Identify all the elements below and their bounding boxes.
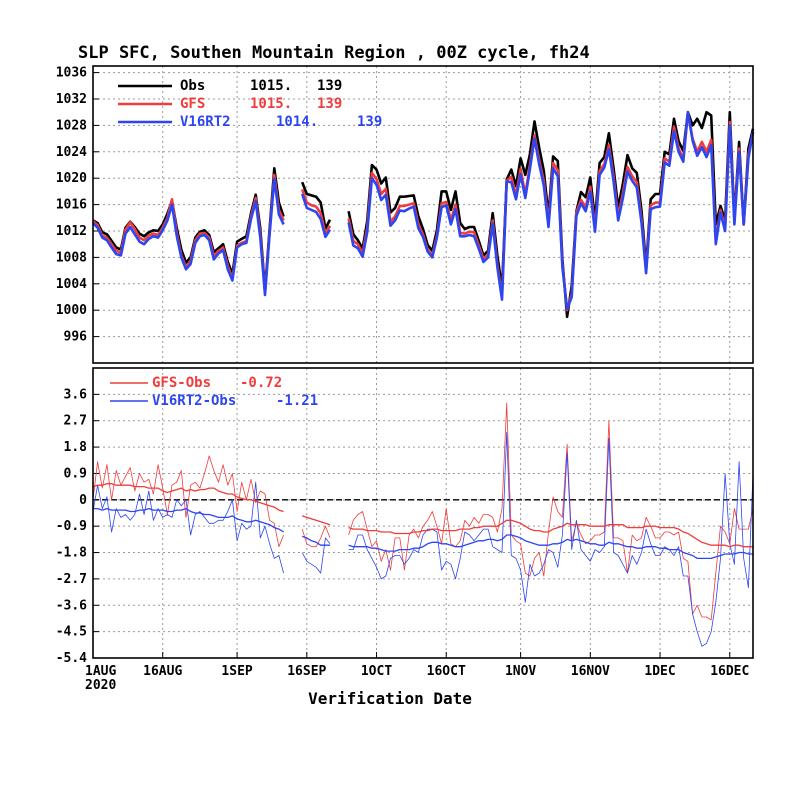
legend-name-v16rt2-obs: V16RT2-Obs bbox=[152, 393, 236, 409]
ytick-label-0-4: 1020 bbox=[56, 171, 87, 186]
chart-title: SLP SFC, Southen Mountain Region , 00Z c… bbox=[78, 43, 590, 63]
ytick-label-0-0: 1036 bbox=[56, 66, 87, 81]
series-line-gfs bbox=[92, 110, 755, 312]
xtick-label-9: 16DEC bbox=[710, 664, 749, 679]
legend-mean-v16rt2-obs: -1.21 bbox=[276, 393, 318, 409]
ytick-label-1-4: 0 bbox=[79, 493, 87, 508]
legend-count-gfs: 139 bbox=[317, 96, 342, 112]
ytick-label-1-2: 1.8 bbox=[64, 440, 88, 455]
ytick-label-1-5: -0.9 bbox=[56, 519, 87, 534]
ytick-label-1-3: 0.9 bbox=[64, 466, 87, 481]
ytick-label-1-7: -2.7 bbox=[56, 572, 87, 587]
xtick-label-6: 1NOV bbox=[505, 664, 536, 679]
ytick-label-1-0: 3.6 bbox=[64, 387, 88, 402]
xtick-label-1: 16AUG bbox=[143, 664, 182, 679]
plot-frame-1 bbox=[92, 367, 754, 659]
legend-count-v16rt2: 139 bbox=[357, 114, 382, 130]
ytick-label-0-10: 996 bbox=[64, 330, 88, 345]
xtick-label-0: 1AUG bbox=[85, 664, 116, 679]
ytick-label-1-10: -5.4 bbox=[56, 651, 87, 666]
legend-name-obs: Obs bbox=[180, 78, 205, 94]
legend-name-gfs: GFS bbox=[180, 96, 205, 112]
xtick-sublabel-0: 2020 bbox=[85, 678, 116, 693]
ytick-label-0-9: 1000 bbox=[56, 303, 87, 318]
ytick-label-1-9: -4.5 bbox=[56, 625, 87, 640]
legend-name-v16rt2: V16RT2 bbox=[180, 114, 231, 130]
series-line-gfs-obs-mean bbox=[92, 483, 753, 548]
ytick-label-0-3: 1024 bbox=[56, 145, 87, 160]
ytick-label-0-8: 1004 bbox=[56, 277, 87, 292]
x-axis-label: Verification Date bbox=[308, 689, 472, 708]
series-line-v16rt2 bbox=[92, 110, 755, 311]
legend-name-gfs-obs: GFS-Obs bbox=[152, 375, 211, 391]
series-line-gfs-obs bbox=[92, 402, 754, 621]
legend-mean-v16rt2: 1014. bbox=[276, 114, 318, 130]
ytick-label-0-7: 1008 bbox=[56, 250, 87, 265]
xtick-label-7: 16NOV bbox=[571, 664, 610, 679]
ytick-label-0-1: 1032 bbox=[56, 92, 87, 107]
legend-mean-obs: 1015. bbox=[250, 78, 292, 94]
series-line-v16rt2-obs-mean bbox=[93, 507, 753, 560]
ytick-label-0-5: 1016 bbox=[56, 198, 87, 213]
ytick-label-1-6: -1.8 bbox=[56, 546, 87, 561]
legend-mean-gfs: 1015. bbox=[250, 96, 292, 112]
series-line-obs bbox=[92, 110, 755, 319]
legend-mean-gfs-obs: -0.72 bbox=[240, 375, 282, 391]
xtick-label-5: 16OCT bbox=[427, 664, 466, 679]
xtick-label-4: 1OCT bbox=[361, 664, 392, 679]
ytick-label-0-2: 1028 bbox=[56, 118, 87, 133]
ytick-label-1-8: -3.6 bbox=[56, 598, 87, 613]
series-line-v16rt2-obs bbox=[92, 432, 754, 647]
xtick-label-8: 1DEC bbox=[644, 664, 675, 679]
xtick-label-3: 16SEP bbox=[287, 664, 326, 679]
plot-frame-0 bbox=[92, 65, 754, 364]
xtick-label-2: 1SEP bbox=[221, 664, 252, 679]
ytick-label-1-1: 2.7 bbox=[64, 414, 87, 429]
ytick-label-0-6: 1012 bbox=[56, 224, 87, 239]
legend-count-obs: 139 bbox=[317, 78, 342, 94]
